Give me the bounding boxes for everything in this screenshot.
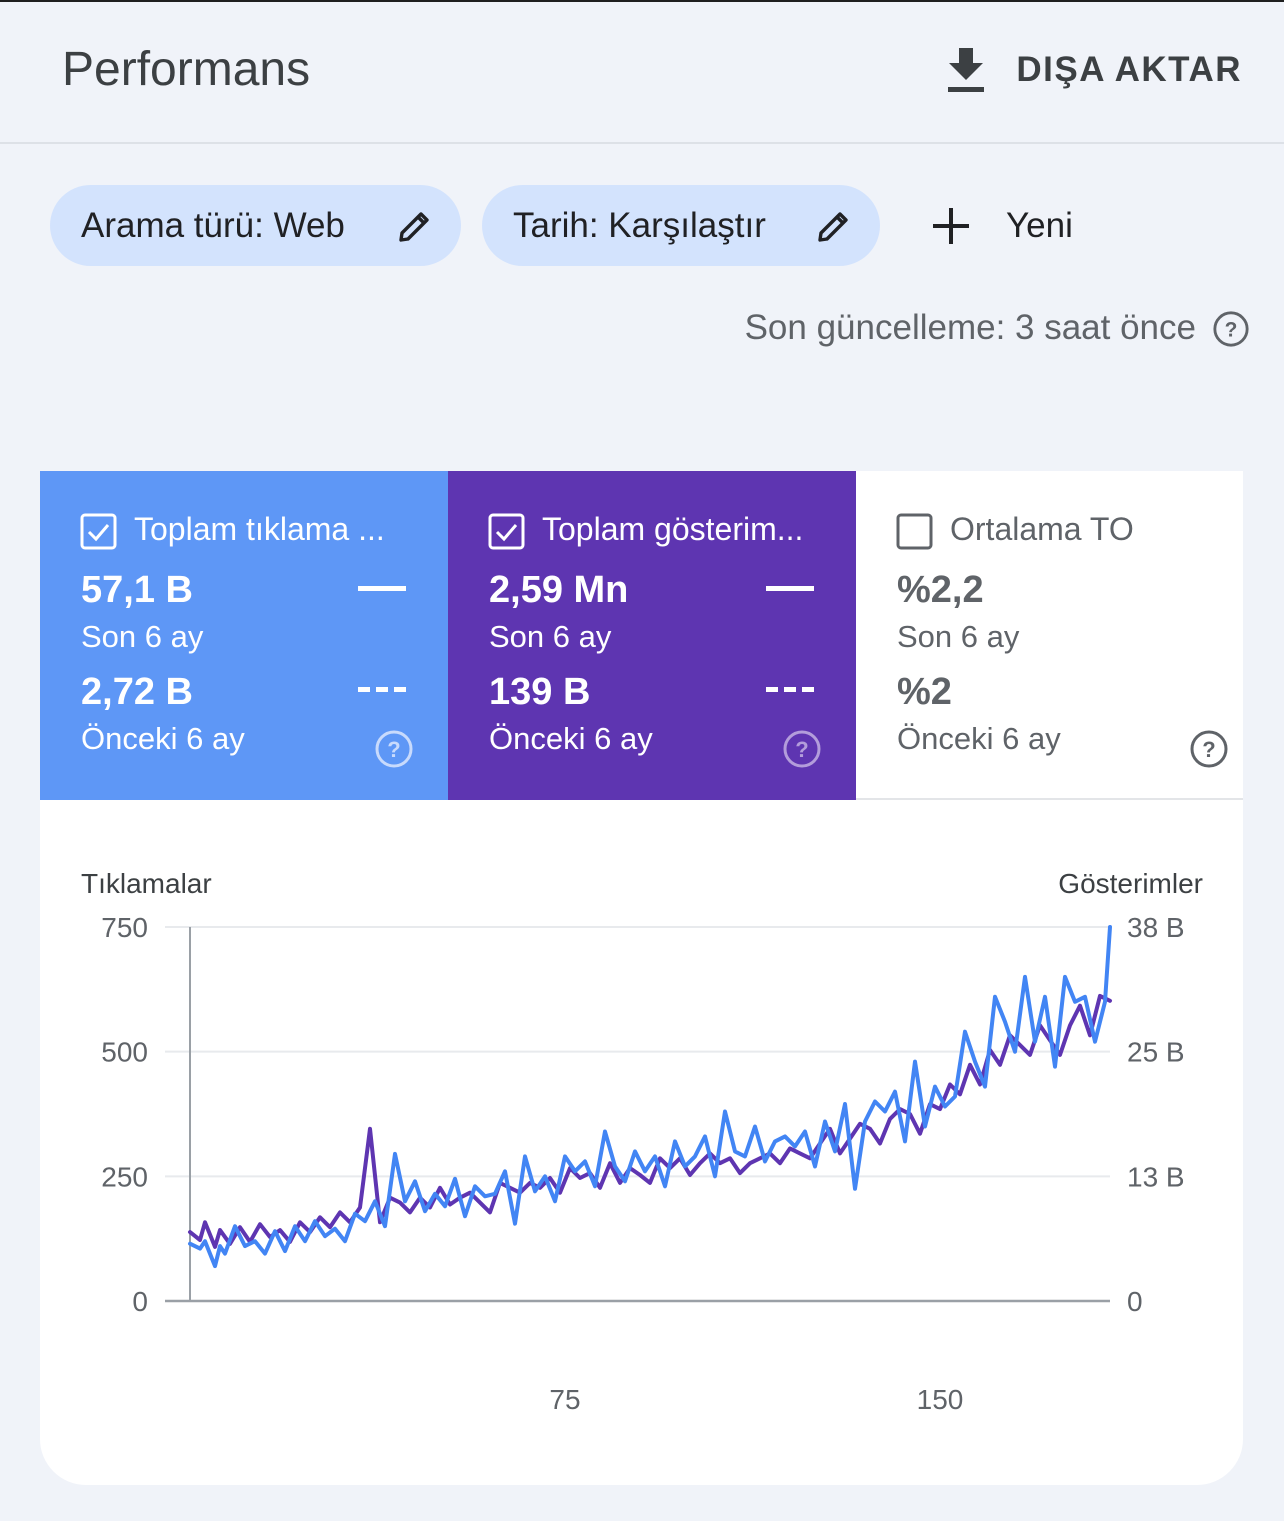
checkbox-checked-icon[interactable] — [488, 513, 525, 550]
help-icon[interactable]: ? — [1212, 310, 1250, 348]
svg-text:?: ? — [795, 737, 808, 762]
plus-icon — [933, 208, 969, 244]
checkbox-unchecked-icon[interactable] — [896, 513, 933, 550]
page-header: Performans DIŞA AKTAR — [0, 2, 1284, 144]
svg-text:?: ? — [1202, 737, 1215, 762]
dashed-line-legend — [766, 687, 814, 692]
metric-value-current: %2,2 — [897, 569, 984, 611]
help-icon[interactable]: ? — [374, 729, 414, 769]
metric-title: Toplam tıklama ... — [134, 511, 385, 547]
metric-label-current: Son 6 ay — [489, 619, 612, 654]
right-tick-label: 25 B — [1127, 1037, 1185, 1068]
metric-value-current: 57,1 B — [81, 569, 193, 611]
search-type-filter-label: Arama türü: Web — [81, 205, 345, 245]
right-tick-label: 0 — [1127, 1286, 1143, 1317]
checkbox-checked-icon[interactable] — [80, 513, 117, 550]
metric-label-current: Son 6 ay — [897, 619, 1020, 654]
page-title: Performans — [62, 43, 311, 96]
metric-cards: Toplam tıklama ... 57,1 B Son 6 ay 2,72 … — [40, 471, 1243, 800]
left-tick-label: 500 — [101, 1037, 148, 1068]
search-type-filter-chip[interactable]: Arama türü: Web — [50, 185, 461, 266]
new-filter-label: Yeni — [1006, 206, 1073, 245]
series-line-clicks — [188, 925, 1112, 1269]
left-tick-label: 750 — [101, 912, 148, 943]
series-line-impressions — [188, 993, 1112, 1249]
right-tick-label: 13 B — [1127, 1161, 1185, 1192]
metric-card-impressions[interactable]: Toplam gösterim... 2,59 Mn Son 6 ay 139 … — [448, 471, 856, 800]
right-tick-label: 38 B — [1127, 912, 1185, 943]
metric-value-previous: %2 — [897, 671, 952, 713]
metric-value-previous: 139 B — [489, 671, 591, 713]
new-filter-button[interactable]: Yeni — [930, 198, 1073, 254]
date-filter-label: Tarih: Karşılaştır — [513, 205, 766, 245]
left-tick-label: 0 — [132, 1286, 148, 1317]
metric-label-current: Son 6 ay — [81, 619, 204, 654]
date-filter-chip[interactable]: Tarih: Karşılaştır — [482, 185, 880, 266]
metric-value-previous: 2,72 B — [81, 671, 193, 713]
x-tick-label: 75 — [549, 1384, 580, 1415]
dashed-line-legend — [358, 687, 406, 692]
help-icon[interactable]: ? — [1189, 729, 1229, 769]
help-icon[interactable]: ? — [782, 729, 822, 769]
metric-value-current: 2,59 Mn — [489, 569, 629, 611]
solid-line-legend — [358, 586, 406, 591]
performance-chart: Tıklamalar Gösterimler 750 38 B 500 25 B 250… — [40, 800, 1243, 1485]
x-tick-label: 150 — [917, 1384, 964, 1415]
metric-label-previous: Önceki 6 ay — [81, 721, 245, 756]
edit-icon — [818, 212, 848, 242]
right-axis-title: Gösterimler — [1058, 868, 1203, 899]
top-border — [0, 0, 1284, 2]
left-tick-label: 250 — [101, 1161, 148, 1192]
export-label: DIŞA AKTAR — [1016, 50, 1242, 89]
metric-card-clicks[interactable]: Toplam tıklama ... 57,1 B Son 6 ay 2,72 … — [40, 471, 448, 800]
svg-text:?: ? — [1225, 319, 1238, 342]
solid-line-legend — [766, 586, 814, 591]
metric-label-previous: Önceki 6 ay — [897, 721, 1061, 756]
metric-label-previous: Önceki 6 ay — [489, 721, 653, 756]
left-axis-title: Tıklamalar — [81, 868, 212, 899]
export-button[interactable]: DIŞA AKTAR — [944, 46, 1242, 94]
edit-icon — [399, 212, 429, 242]
last-update-text: Son güncelleme: 3 saat önce — [744, 308, 1196, 347]
svg-text:?: ? — [387, 737, 400, 762]
metric-title: Toplam gösterim... — [542, 511, 804, 547]
metric-card-ctr[interactable]: Ortalama TO %2,2 Son 6 ay %2 Önceki 6 ay… — [856, 471, 1243, 800]
metric-title: Ortalama TO — [950, 511, 1134, 547]
download-icon — [948, 48, 985, 92]
